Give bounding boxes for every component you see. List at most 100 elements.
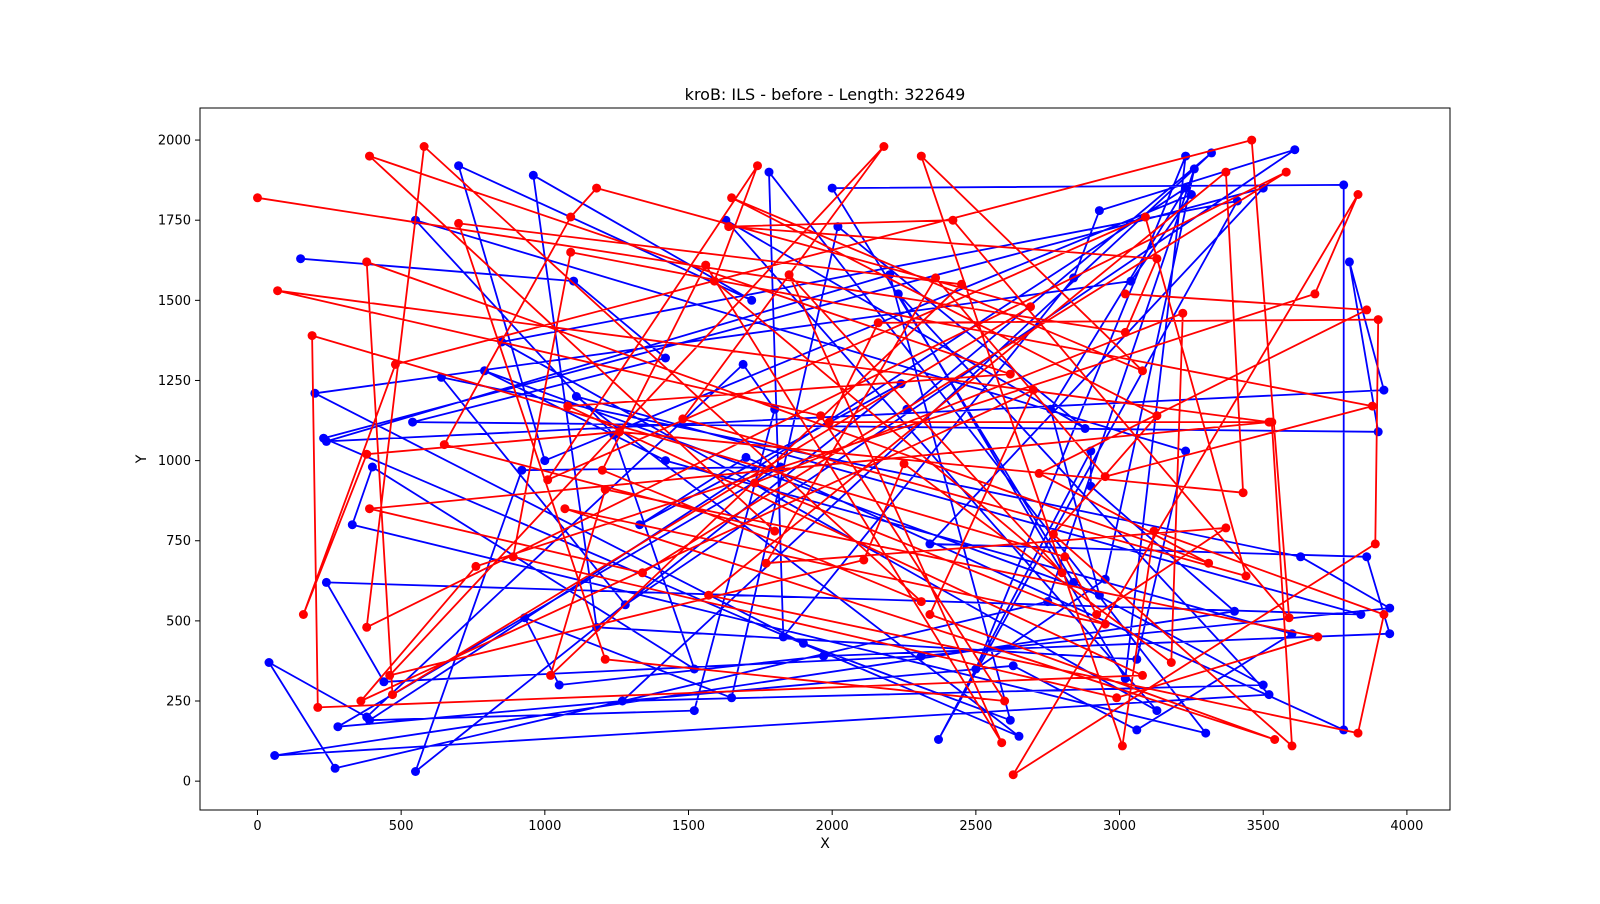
city-point-1-85 <box>1008 661 1018 671</box>
city-point-2-82 <box>1092 610 1102 619</box>
city-point-1-29 <box>778 632 788 642</box>
city-point-2-8 <box>390 359 400 369</box>
city-point-2-75 <box>508 552 518 562</box>
x-tick-label: 3000 <box>1103 819 1136 834</box>
city-point-1-10 <box>1005 715 1015 725</box>
city-point-1-71 <box>330 763 340 773</box>
city-point-2-100 <box>1120 289 1130 299</box>
city-point-1-89 <box>411 767 420 776</box>
city-point-2-49 <box>1140 212 1150 222</box>
city-point-2-21 <box>727 193 737 203</box>
chart-title: kroB: ILS - before - Length: 322649 <box>685 85 966 104</box>
tour-line-1 <box>268 148 1391 773</box>
city-point-2-7 <box>1247 135 1257 145</box>
city-point-2-83 <box>1060 552 1070 562</box>
city-point-2-29 <box>1370 539 1380 549</box>
city-point-1-39 <box>321 577 331 587</box>
city-point-2-56 <box>701 260 711 270</box>
city-point-2-15 <box>1353 728 1363 738</box>
city-point-2-5 <box>948 215 958 225</box>
city-point-2-66 <box>816 411 826 421</box>
city-point-2-89 <box>365 151 374 161</box>
city-point-2-93 <box>592 183 602 193</box>
city-point-2-31 <box>1353 190 1363 199</box>
city-point-2-55 <box>997 738 1007 748</box>
city-point-1-28 <box>764 167 774 177</box>
city-point-1-95 <box>827 183 837 193</box>
city-point-2-81 <box>1221 523 1231 533</box>
city-point-2-9 <box>298 610 308 619</box>
x-tick-label: 4000 <box>1390 819 1423 834</box>
city-point-1-14 <box>1186 190 1196 199</box>
city-point-1-47 <box>1385 629 1395 639</box>
city-point-2-41 <box>1178 308 1188 318</box>
y-axis-label: Y <box>134 454 150 464</box>
city-point-2-54 <box>784 270 794 280</box>
x-tick-label: 3500 <box>1247 819 1280 834</box>
city-point-1-67 <box>971 664 981 674</box>
x-tick-label: 500 <box>389 819 414 834</box>
city-point-2-96 <box>362 257 372 267</box>
city-point-2-47 <box>678 414 688 424</box>
city-point-2-73 <box>1313 632 1323 642</box>
city-point-2-28 <box>1373 315 1383 325</box>
city-point-2-52 <box>709 276 719 286</box>
city-point-1-5 <box>1373 427 1383 437</box>
city-point-1-20 <box>1132 654 1142 664</box>
city-point-1-49 <box>554 680 564 690</box>
tour-line-2 <box>257 139 1385 776</box>
city-point-2-60 <box>362 622 372 632</box>
city-point-2-17 <box>1149 526 1159 536</box>
x-tick-label: 2000 <box>816 819 849 834</box>
city-point-2-30 <box>1008 770 1018 780</box>
city-point-2-72 <box>600 485 610 494</box>
city-point-2-79 <box>931 273 941 283</box>
city-point-2-85 <box>313 702 323 712</box>
city-point-1-45 <box>925 539 935 549</box>
city-point-2-97 <box>1204 558 1214 568</box>
city-point-2-99 <box>1362 305 1372 315</box>
city-point-1-26 <box>347 520 357 530</box>
city-point-1-38 <box>379 677 389 687</box>
y-tick-label: 250 <box>166 695 191 710</box>
city-point-2-63 <box>365 504 374 514</box>
city-point-2-44 <box>859 555 869 565</box>
city-point-2-65 <box>273 286 283 296</box>
city-point-2-94 <box>1026 302 1035 312</box>
city-point-2-37 <box>1270 735 1280 744</box>
city-point-2-6 <box>1284 613 1294 623</box>
city-point-1-2 <box>569 276 579 286</box>
y-tick-label: 750 <box>166 534 191 549</box>
x-tick-label: 2500 <box>959 819 992 834</box>
city-point-2-59 <box>419 142 429 151</box>
y-tick-label: 1750 <box>158 214 191 229</box>
city-point-1-48 <box>819 651 829 661</box>
city-point-2-2 <box>1120 327 1130 337</box>
city-point-2-71 <box>546 670 556 680</box>
city-point-2-35 <box>1028 385 1038 395</box>
city-point-2-69 <box>454 218 464 228</box>
city-point-1-63 <box>1264 690 1274 700</box>
city-point-1-37 <box>916 651 926 661</box>
x-axis-label: X <box>820 836 830 852</box>
city-point-2-76 <box>566 247 576 257</box>
city-point-1-96 <box>1069 577 1079 587</box>
city-point-2-90 <box>770 526 780 536</box>
city-point-2-70 <box>957 279 966 289</box>
city-point-2-1 <box>253 193 262 203</box>
city-point-1-79 <box>1046 404 1056 414</box>
city-point-1-16 <box>454 161 464 171</box>
city-point-1-77 <box>365 715 374 725</box>
city-point-1-41 <box>571 392 581 401</box>
city-point-1-94 <box>1339 180 1349 190</box>
city-point-1-62 <box>270 751 280 760</box>
city-point-1-17 <box>747 295 757 305</box>
city-point-2-53 <box>1057 568 1067 578</box>
city-point-1-55 <box>1152 706 1162 716</box>
city-point-1-61 <box>1230 606 1239 616</box>
city-point-2-77 <box>1367 401 1377 411</box>
x-tick-label: 1000 <box>528 819 561 834</box>
tour-series-2 <box>253 135 1389 780</box>
city-point-1-84 <box>1132 725 1142 735</box>
